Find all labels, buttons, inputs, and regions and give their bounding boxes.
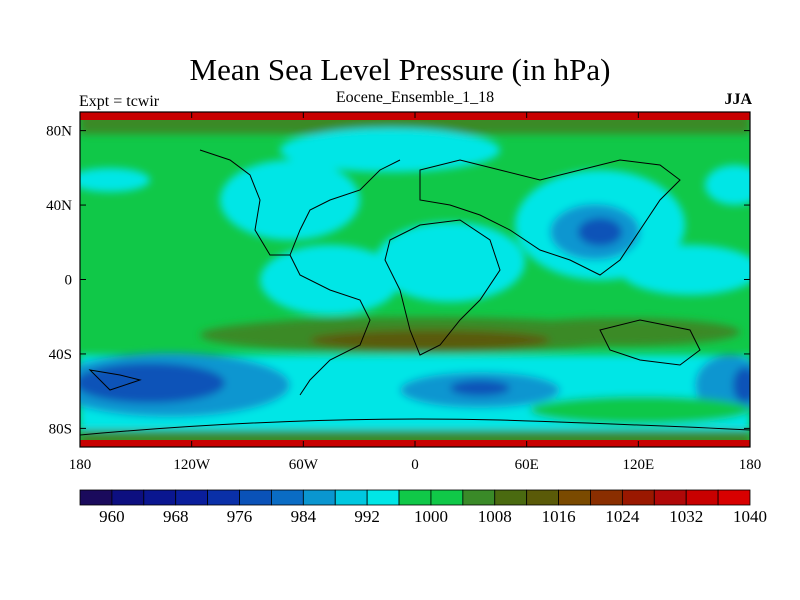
- latitude-labels: 80N 40N 0 40S 80S: [46, 124, 72, 438]
- lon-label: 60E: [515, 457, 539, 473]
- colorbar-box: [143, 489, 177, 506]
- lat-label: 0: [65, 273, 73, 289]
- colorbar-box: [462, 489, 496, 506]
- colorbar-box: [111, 489, 145, 506]
- colorbar-label: 1000: [414, 507, 448, 526]
- colorbar-box: [494, 489, 528, 506]
- lat-label: 80S: [49, 421, 72, 437]
- colorbar-box: [398, 489, 432, 506]
- colorbar-label: 976: [227, 507, 253, 526]
- coastlines: [80, 149, 750, 436]
- lon-label: 120W: [173, 457, 211, 473]
- colorbar-label: 1032: [669, 507, 703, 526]
- lat-label: 40N: [46, 198, 72, 214]
- contour-fill-layer: [80, 112, 750, 447]
- colorbar-box: [366, 489, 400, 506]
- colorbar-box: [590, 489, 623, 506]
- colorbar-box: [302, 489, 336, 506]
- colorbar-label: 1008: [478, 507, 512, 526]
- lat-label: 80N: [46, 124, 72, 140]
- colorbar-box: [207, 489, 240, 506]
- colorbar-box: [717, 489, 751, 506]
- colorbar-labels: 960 968 976 984 992 1000 1008 1016 1024 1032 1040: [99, 507, 767, 526]
- colorbar-box: [175, 489, 209, 506]
- longitude-labels: 180 120W 60W 0 60E 120E 180: [69, 457, 762, 473]
- colorbar-label: 1040: [733, 507, 767, 526]
- map-title: Mean Sea Level Pressure (in hPa): [189, 52, 611, 87]
- colorbar-box: [334, 489, 368, 506]
- colorbar-box: [430, 489, 464, 506]
- colorbar-box: [558, 489, 591, 506]
- colorbar-box: [685, 489, 719, 506]
- colorbar-box: [653, 489, 687, 506]
- lon-label: 60W: [289, 457, 319, 473]
- colorbar-box: [621, 489, 655, 506]
- colorbar-box: [526, 489, 559, 506]
- colorbar-box: [271, 489, 304, 506]
- colorbar-box: [79, 489, 113, 506]
- lon-label: 180: [739, 457, 762, 473]
- colorbar-label: 984: [291, 507, 317, 526]
- axis-ticks: [79, 112, 751, 447]
- lat-label: 40S: [49, 347, 72, 363]
- colorbar: [79, 489, 751, 506]
- colorbar-label: 1016: [542, 507, 576, 526]
- colorbar-label: 968: [163, 507, 189, 526]
- colorbar-box: [239, 489, 272, 506]
- colorbar-label: 960: [99, 507, 125, 526]
- lon-label: 0: [411, 457, 419, 473]
- experiment-label: Expt = tcwir: [79, 93, 160, 110]
- ensemble-label: Eocene_Ensemble_1_18: [335, 89, 495, 106]
- season-label: JJA: [724, 91, 752, 108]
- colorbar-label: 992: [354, 507, 380, 526]
- lon-label: 120E: [622, 457, 654, 473]
- colorbar-label: 1024: [605, 507, 640, 526]
- lon-label: 180: [69, 457, 92, 473]
